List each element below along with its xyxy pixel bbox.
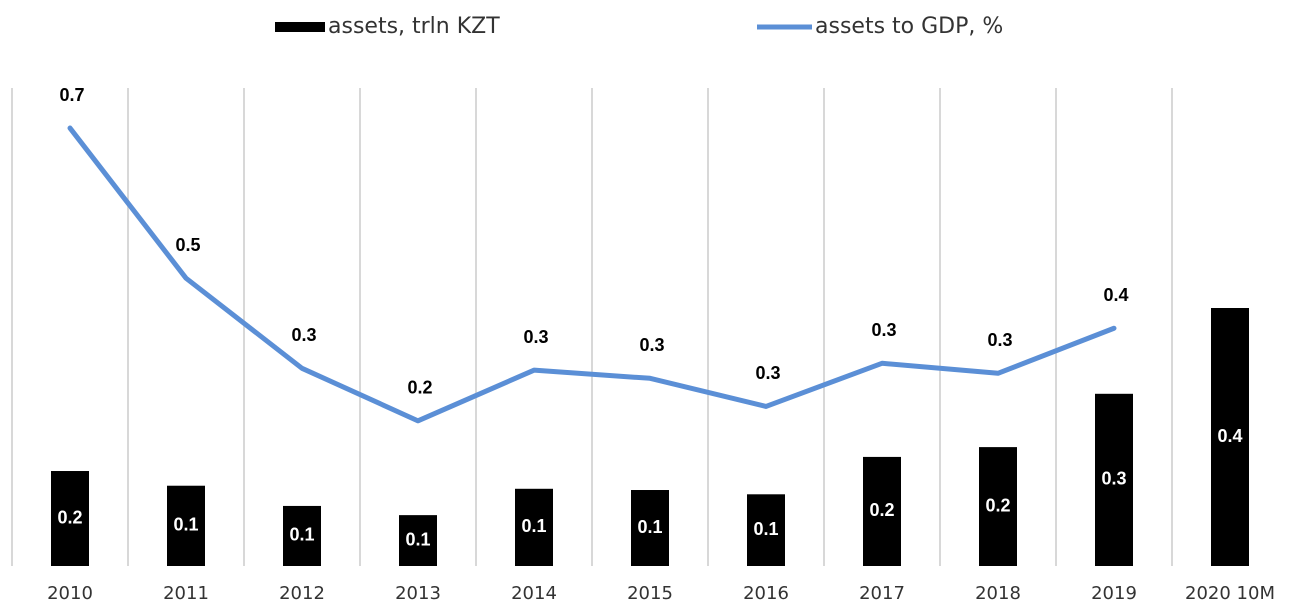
x-tick-label: 2017 — [859, 583, 905, 602]
line-value-label: 0.3 — [523, 327, 548, 347]
bar — [631, 490, 669, 566]
x-tick-label: 2018 — [975, 583, 1021, 602]
bar-value-label: 0.1 — [521, 516, 546, 536]
bar — [515, 488, 553, 566]
x-tick-label: 2016 — [743, 583, 789, 602]
line-value-label: 0.7 — [59, 85, 84, 105]
legend-label: assets to GDP, % — [815, 14, 1003, 39]
x-tick-label: 2012 — [279, 583, 325, 602]
line-value-label: 0.4 — [1103, 285, 1128, 305]
x-tick-label: 2010 — [47, 583, 93, 602]
bar — [167, 485, 205, 566]
x-tick-label: 2014 — [511, 583, 557, 602]
line-value-label: 0.3 — [291, 325, 316, 345]
bar-value-label: 0.2 — [57, 507, 82, 527]
line — [67, 125, 1117, 424]
bar-value-label: 0.1 — [405, 529, 430, 549]
bar — [1095, 393, 1133, 566]
bar-value-label: 0.1 — [637, 517, 662, 537]
line-value-label: 0.3 — [639, 335, 664, 355]
bar — [747, 494, 785, 566]
bar — [399, 515, 437, 566]
legend-swatch — [275, 22, 325, 32]
bar-value-label: 0.1 — [289, 525, 314, 545]
x-tick-label: 2015 — [627, 583, 673, 602]
legend-label: assets, trln KZT — [328, 14, 500, 39]
line-value-label: 0.3 — [871, 320, 896, 340]
bar-value-label: 0.1 — [753, 519, 778, 539]
x-tick-label: 2019 — [1091, 583, 1137, 602]
bar-value-label: 0.2 — [985, 495, 1010, 515]
x-tick-label: 2011 — [163, 583, 209, 602]
bar-value-label: 0.1 — [173, 515, 198, 535]
bar — [1211, 308, 1249, 566]
line-value-label: 0.3 — [755, 363, 780, 383]
bar — [979, 447, 1017, 566]
bar — [283, 505, 321, 566]
bar-value-label: 0.4 — [1217, 426, 1242, 446]
bar-value-label: 0.2 — [869, 500, 894, 520]
bar-value-label: 0.3 — [1101, 469, 1126, 489]
line-value-label: 0.5 — [175, 235, 200, 255]
x-tick-label: 2020 10M — [1185, 583, 1275, 602]
bar — [863, 456, 901, 566]
bar — [51, 471, 89, 566]
line-value-label: 0.3 — [987, 330, 1012, 350]
line-value-label: 0.2 — [407, 378, 432, 398]
x-tick-label: 2013 — [395, 583, 441, 602]
